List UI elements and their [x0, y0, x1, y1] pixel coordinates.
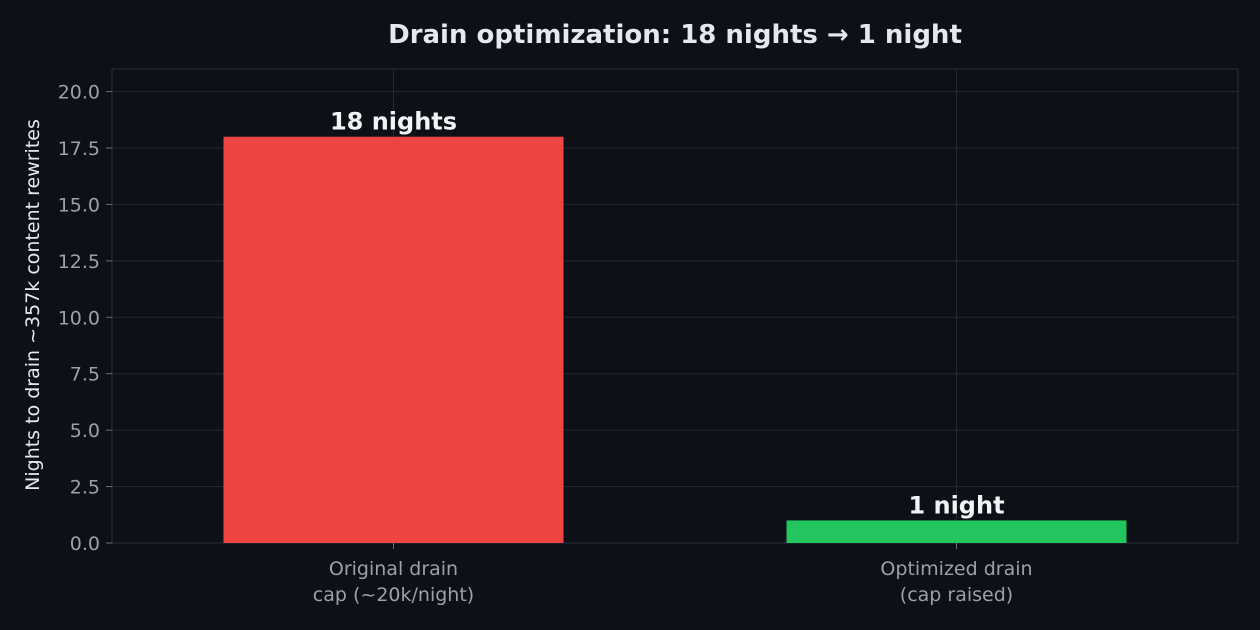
x-axis-categories: Original drain cap (~20k/night) Optimized …: [313, 543, 1033, 606]
bar-value-label: 18 nights: [330, 108, 457, 136]
data-labels: 18 nights 1 night: [330, 108, 1005, 520]
x-category-label: Original drain: [329, 558, 458, 580]
chart-title: Drain optimization: 18 nights → 1 night: [388, 20, 962, 50]
bars: [223, 136, 1127, 543]
bar-value-label: 1 night: [908, 491, 1004, 519]
plot-area: [111, 68, 1239, 544]
y-tick-label: 15.0: [58, 194, 100, 216]
y-tick-label: 7.5: [70, 364, 100, 386]
y-tick-label: 2.5: [70, 477, 100, 499]
y-tick-label: 5.0: [70, 420, 100, 442]
y-tick-label: 0.0: [70, 533, 100, 555]
x-category-label: (cap raised): [900, 584, 1013, 606]
y-tick-label: 17.5: [58, 138, 100, 160]
y-tick-label: 20.0: [58, 82, 100, 104]
bar: [786, 520, 1127, 543]
x-category-label: Optimized drain: [880, 558, 1032, 580]
x-category-label: cap (~20k/night): [313, 584, 474, 606]
y-tick-label: 10.0: [58, 307, 100, 329]
y-tick-label: 12.5: [58, 251, 100, 273]
y-axis-ticks: 0.0 2.5 5.0 7.5 10.0 12.5 15.0 17.5 20.0: [58, 82, 112, 555]
y-axis-label: Nights to drain ~357k content rewrites: [22, 119, 44, 491]
bar: [223, 136, 564, 543]
